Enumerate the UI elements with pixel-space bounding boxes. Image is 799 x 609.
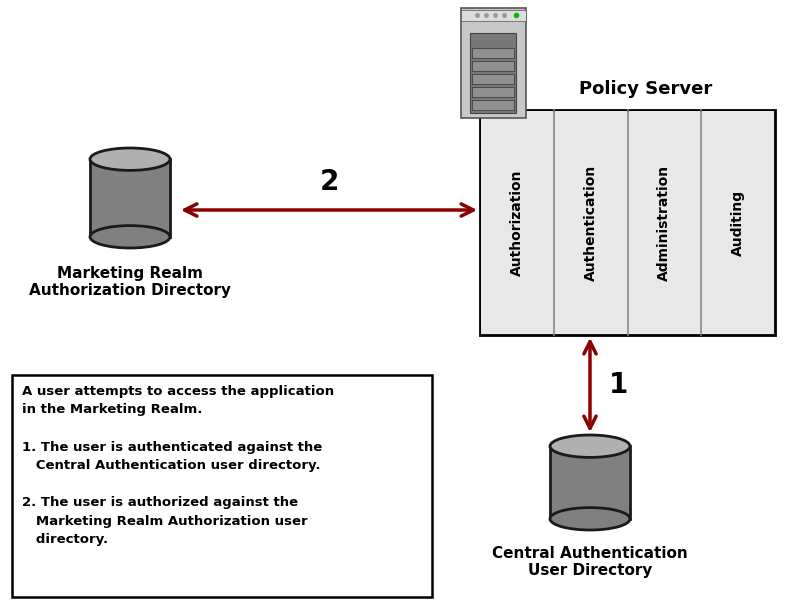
Text: A user attempts to access the application
in the Marketing Realm.

1. The user i: A user attempts to access the applicatio… (22, 385, 334, 546)
Bar (472, 87, 514, 97)
Ellipse shape (90, 148, 170, 171)
Ellipse shape (550, 435, 630, 457)
Bar (12, 375, 432, 597)
Text: 2: 2 (320, 168, 339, 196)
Bar (460, 8, 526, 118)
Text: Auditing: Auditing (731, 189, 745, 256)
Ellipse shape (90, 225, 170, 248)
Bar (555, 111, 626, 334)
Text: 1: 1 (608, 371, 628, 399)
Bar (460, 10, 526, 21)
Bar (702, 111, 774, 334)
Bar (472, 48, 514, 57)
Bar (471, 33, 515, 113)
Text: Policy Server: Policy Server (578, 80, 712, 98)
Text: Authentication: Authentication (583, 164, 598, 281)
Ellipse shape (550, 507, 630, 530)
Bar (472, 100, 514, 110)
Bar (472, 74, 514, 84)
Text: Central Authentication
User Directory: Central Authentication User Directory (492, 546, 688, 579)
Bar (481, 111, 553, 334)
Text: Authorization: Authorization (510, 169, 524, 276)
Bar (90, 159, 170, 237)
Bar (472, 61, 514, 71)
Text: Marketing Realm
Authorization Directory: Marketing Realm Authorization Directory (29, 266, 231, 298)
Bar (480, 110, 775, 335)
Bar (629, 111, 700, 334)
Text: Administration: Administration (658, 164, 671, 281)
Bar (550, 446, 630, 519)
